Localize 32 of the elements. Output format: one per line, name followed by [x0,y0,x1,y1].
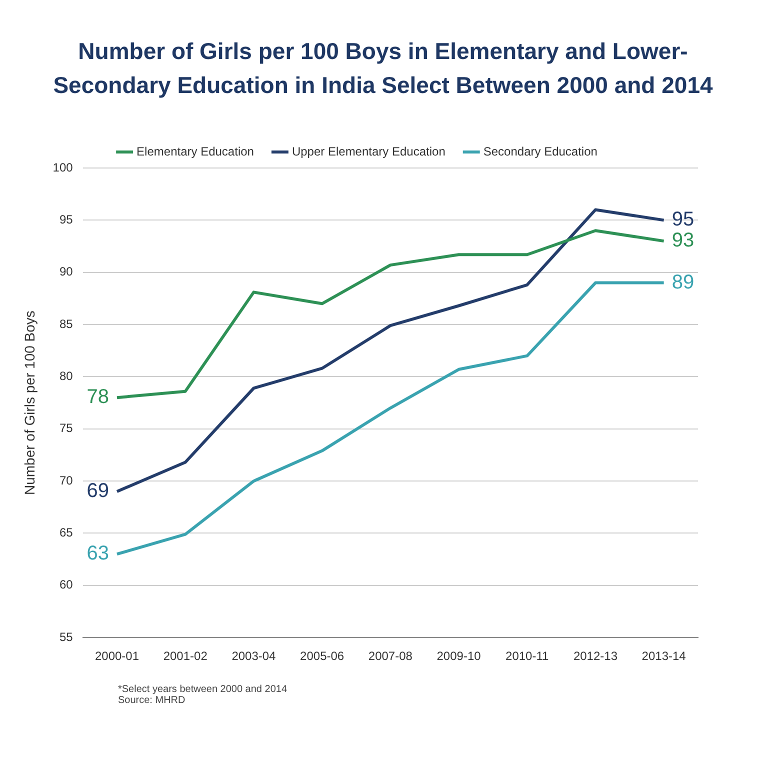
data-label: 89 [672,271,694,294]
legend-label: Secondary Education [483,144,598,158]
y-tick-label: 55 [59,630,74,644]
y-tick-label: 70 [59,473,74,488]
legend-label: Elementary Education [136,144,254,158]
y-tick-label: 75 [59,421,74,436]
y-tick-label: 100 [52,160,74,174]
text: *Select years between 2000 and 2014 [118,684,288,695]
x-tick-label: 2003-04 [232,649,276,664]
data-label: 93 [672,230,694,252]
x-tick-label: 2013-14 [642,649,686,664]
y-axis-title: Number of Girls per 100 Boys [21,310,38,496]
y-tick-label: 80 [59,369,74,384]
source-note: Source: MHRD [118,695,186,706]
data-label: 95 [672,208,694,231]
data-label: 78 [86,386,109,408]
x-tick-label: 2007-08 [368,649,413,664]
y-tick-label: 95 [59,212,74,226]
x-tick-label: 2005-06 [300,649,344,664]
x-tick-label: 2012-13 [573,649,618,664]
legend-label: Upper Elementary Education [292,144,446,158]
chart-title: Number of Girls per 100 Boys in Elementary and Lower-Secondary Education in India Select Between 2000 and 2014 [52,37,714,100]
y-tick-label: 90 [59,264,74,279]
x-tick-label: 2009-10 [436,649,482,664]
y-tick-label: 85 [59,316,74,331]
x-tick-label: 2010-11 [506,649,550,664]
x-tick-label: 2001-02 [163,649,208,664]
y-tick-label: 60 [59,578,74,592]
y-tick-label: 65 [59,526,74,540]
x-tick-label: 2000-01 [94,649,140,664]
data-label: 69 [86,480,109,502]
data-label: 63 [86,542,109,565]
